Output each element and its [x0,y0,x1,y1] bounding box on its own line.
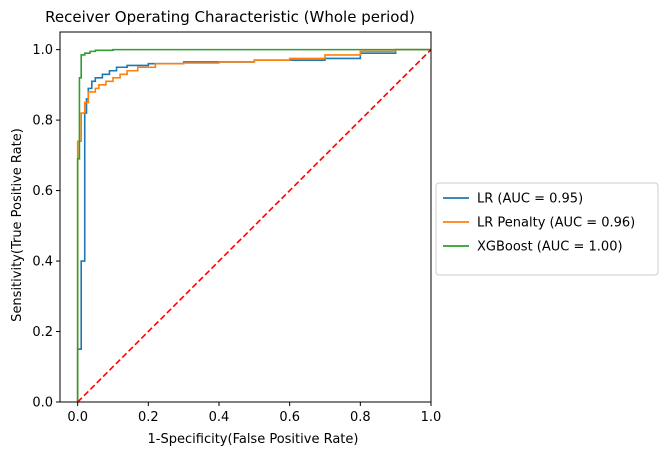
legend-frame [435,182,659,276]
y-tick-label: 1.0 [32,43,53,58]
plot-area [59,31,432,403]
x-tick-label: 0.0 [67,410,88,425]
x-tick-label: 0.6 [279,410,300,425]
x-tick-label: 0.8 [350,410,371,425]
y-tick-label: 0.0 [32,396,53,411]
x-axis: 0.0 0.2 0.4 0.6 0.8 1.0 [67,402,441,425]
y-tick-label: 0.4 [32,255,53,270]
y-axis: 0.0 0.2 0.4 0.6 0.8 1.0 [32,43,60,411]
y-tick-label: 0.2 [32,325,53,340]
reference-diagonal-line [77,49,432,403]
y-tick-label: 0.6 [32,184,53,199]
plot-frame [59,31,432,403]
legend-label: LR Penalty (AUC = 0.96) [477,216,635,231]
y-tick-label: 0.8 [32,114,53,129]
x-tick-label: 1.0 [421,410,442,425]
roc-curve-series-2 [76,48,431,402]
legend-label: LR (AUC = 0.95) [477,192,583,207]
roc-curve-series-3 [76,48,431,402]
x-axis-label: 1-Specificity(False Positive Rate) [148,432,359,447]
chart-title: Receiver Operating Characteristic (Whole… [45,8,415,26]
roc-curve-series-1 [76,48,431,402]
y-axis-label: Sensitivity(True Positive Rate) [10,128,25,322]
x-tick-label: 0.4 [209,410,230,425]
x-tick-label: 0.2 [138,410,159,425]
legend: LR (AUC = 0.95) LR Penalty (AUC = 0.96) XG… [435,182,659,276]
legend-label: XGBoost (AUC = 1.00) [477,240,623,255]
series-layer [76,48,431,402]
